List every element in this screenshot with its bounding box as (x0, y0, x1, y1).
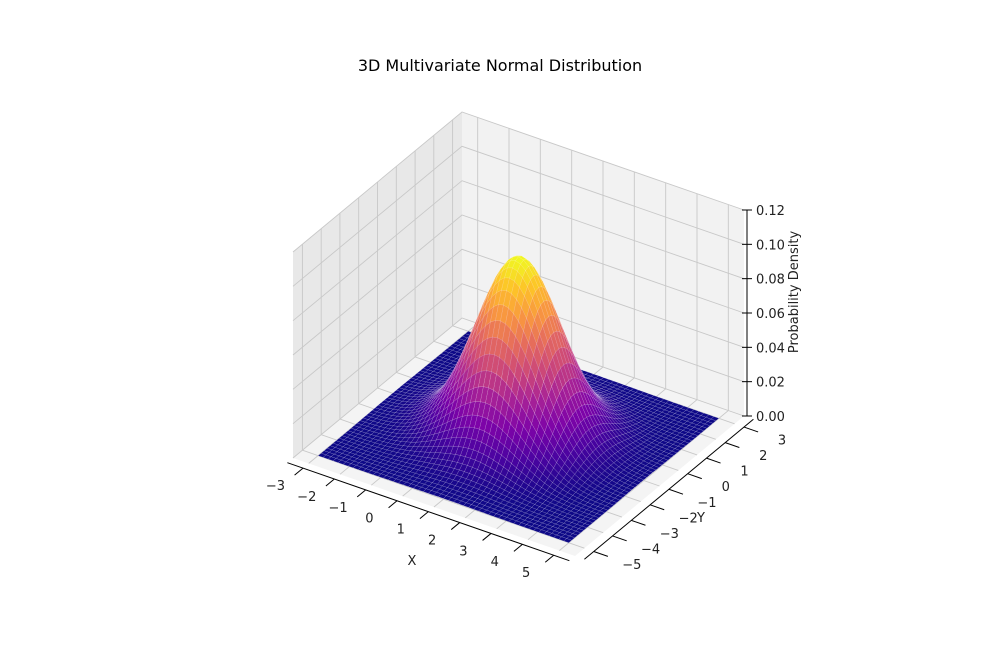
z-tick-label: 0.12 (756, 204, 785, 219)
y-tick-label: −1 (697, 496, 716, 511)
x-tick-label: 1 (397, 523, 405, 538)
x-tick-label: −3 (266, 479, 285, 494)
y-tick-label: 3 (778, 434, 786, 449)
y-tick-label: −2 (679, 511, 698, 526)
z-tick-label: 0.02 (756, 376, 785, 391)
y-tick-label: 2 (759, 449, 767, 464)
x-axis-label: X (408, 554, 417, 569)
y-tick-label: −5 (622, 558, 641, 573)
chart-title: 3D Multivariate Normal Distribution (357, 56, 643, 75)
y-tick-label: 0 (722, 480, 730, 495)
z-axis-label: Probability Density (787, 231, 802, 354)
x-tick-label: 4 (491, 555, 499, 570)
y-tick-label: 1 (740, 465, 748, 480)
x-tick-label: 3 (459, 544, 467, 559)
y-tick-label: −4 (641, 542, 660, 557)
x-tick-label: 0 (365, 512, 373, 527)
x-tick-label: −2 (297, 490, 316, 505)
y-axis-label: Y (696, 511, 705, 526)
z-tick-label: 0.08 (756, 273, 785, 288)
z-tick-label: 0.04 (756, 341, 785, 356)
x-tick-label: 2 (428, 533, 436, 548)
x-tick-label: −1 (329, 501, 348, 516)
y-tick-label: −3 (660, 527, 679, 542)
z-tick-label: 0.10 (756, 238, 785, 253)
z-tick-label: 0.00 (756, 410, 785, 425)
z-tick-label: 0.06 (756, 307, 785, 322)
surface-mesh (317, 255, 720, 543)
x-tick-label: 5 (522, 566, 530, 581)
